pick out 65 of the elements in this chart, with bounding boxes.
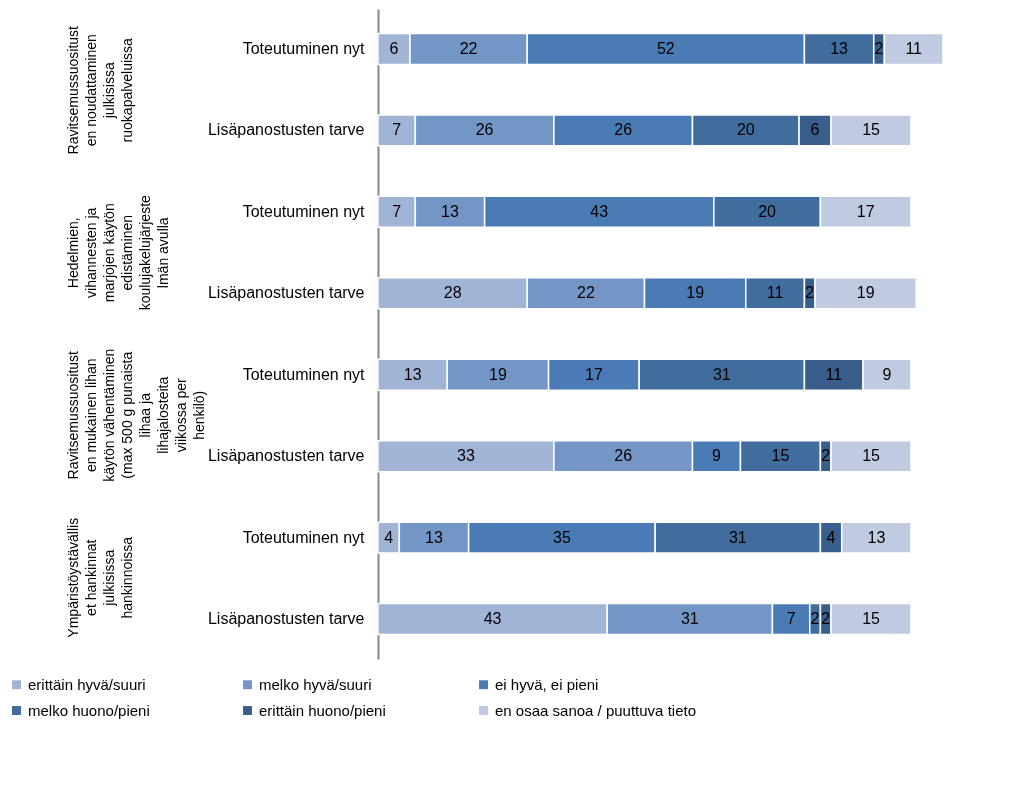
data-label: 28 [443,284,462,302]
data-label: 2 [810,610,820,628]
text: Ravitsemussuositusten mukainen lihan käytön vähentäminen (max 500 g punaista lihaa ja lihajalosteita viikossa per henkilö) [65,348,207,482]
data-label: 26 [475,121,494,139]
data-label: 13 [425,528,443,546]
data-label: 11 [905,39,923,57]
data-label: 26 [614,121,633,139]
data-label: 22 [459,39,478,57]
data-label: 6 [389,39,399,57]
data-label: 4 [826,528,836,546]
y-tick-label: Lisäpanostusten tarve [207,447,365,465]
data-label: 2 [874,39,884,57]
data-label: 2 [805,284,815,302]
data-label: 9 [882,365,892,383]
data-label: 17 [856,202,875,220]
data-label: 4 [384,528,394,546]
text: Ympäristöystävälliset hankinnat julkisissa hankinnoissa [65,517,135,638]
data-label: 7 [392,202,402,220]
data-label: 43 [590,202,609,220]
data-label: 17 [584,365,603,383]
data-label: 2 [821,447,831,465]
data-label: 13 [441,202,459,220]
data-label: 33 [457,447,475,465]
y-tick-label: Toteutuminen nyt [242,202,366,220]
data-label: 15 [771,447,790,465]
data-label: 13 [403,365,422,383]
data-label: 11 [825,365,843,383]
y-tick-label: Lisäpanostusten tarve [207,121,365,139]
data-label: 26 [614,447,633,465]
legend-label: erittäin hyvä/suuri [28,675,146,693]
data-label: 11 [766,284,784,302]
legend-label: erittäin huono/pieni [259,701,386,719]
data-label: 20 [758,202,777,220]
legend-label: melko hyvä/suuri [259,675,372,693]
y-tick-label: Lisäpanostusten tarve [207,284,365,302]
text: Hedelmien, vihannesten ja marjojen käytön edistäminen koulujakelujärjestelmän avulla [65,194,171,311]
data-label: 15 [862,447,881,465]
text: Ravitsemussuositusten noudattaminen julkisissa ruokapalveluissa [65,25,135,155]
data-label: 20 [736,121,755,139]
data-label: 31 [712,365,731,383]
y-tick-label: Toteutuminen nyt [242,39,366,57]
legend-label: melko huono/pieni [28,701,150,719]
y-tick-label: Toteutuminen nyt [242,528,366,546]
data-label: 52 [656,39,675,57]
data-label: 13 [867,528,886,546]
data-label: 19 [686,284,705,302]
data-label: 19 [489,365,507,383]
y-tick-label: Toteutuminen nyt [242,365,366,383]
data-label: 19 [856,284,875,302]
data-label: 43 [483,610,502,628]
legend-label: en osaa sanoa / puuttuva tieto [495,701,696,719]
data-label: 2 [821,610,831,628]
data-label: 7 [392,121,402,139]
data-label: 6 [810,121,820,139]
data-label: 15 [862,610,881,628]
data-label: 9 [712,447,722,465]
data-label: 31 [680,610,699,628]
data-label: 13 [830,39,849,57]
data-label: 22 [576,284,595,302]
data-label: 15 [862,121,881,139]
data-label: 35 [552,528,571,546]
legend-label: ei hyvä, ei pieni [495,675,599,693]
data-label: 31 [728,528,747,546]
y-tick-label: Lisäpanostusten tarve [207,610,365,628]
data-label: 7 [786,610,796,628]
